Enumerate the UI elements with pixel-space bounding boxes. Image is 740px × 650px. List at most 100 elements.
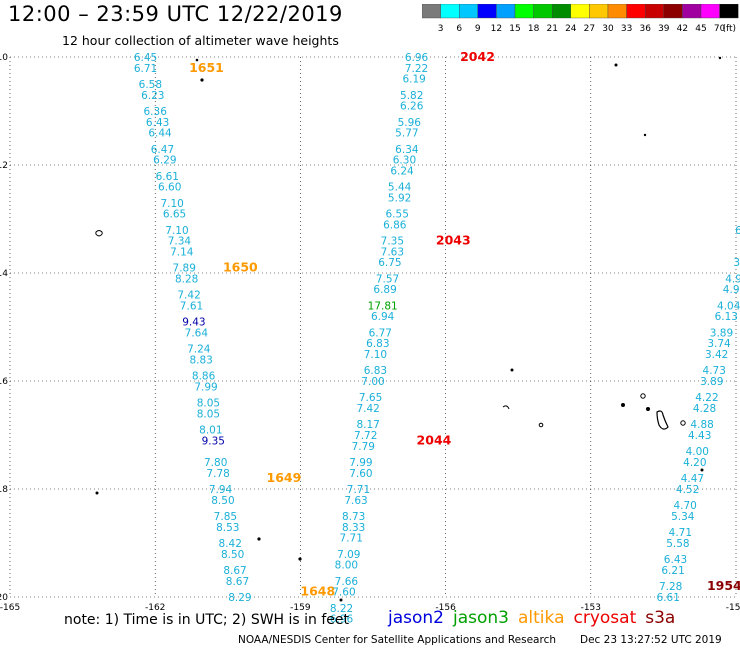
wave-height-value: 6.58 — [139, 79, 162, 91]
wave-height-value: 3.74 — [707, 338, 731, 350]
wave-height-value: 6.21 — [661, 565, 684, 577]
island-dot — [643, 133, 647, 137]
colorbar-swatch — [533, 4, 553, 19]
generation-timestamp: Dec 23 13:27:52 UTC 2019 — [580, 634, 722, 646]
wave-height-value: 8.86 — [192, 371, 216, 383]
wave-height-value: 4.9 — [723, 284, 740, 296]
wave-height-value: 8.67 — [223, 565, 246, 577]
pass-time-label: 1954 — [707, 578, 740, 593]
satellite-altika: altika — [518, 608, 565, 628]
wave-height-value: 8.28 — [175, 273, 198, 285]
wave-height-value: 6.83 — [364, 365, 387, 377]
wave-height-value: 7.42 — [356, 403, 379, 415]
wave-height-value: 6.55 — [386, 209, 409, 221]
wave-height-value: 6.71 — [134, 63, 157, 75]
island-dot — [510, 368, 514, 372]
wave-height-value: 7.65 — [359, 392, 382, 404]
colorbar-tick-label: 70 — [714, 24, 726, 34]
lon-tick-label: -165 — [0, 603, 20, 613]
pass-time-label: 1650 — [223, 260, 258, 275]
colorbar-swatch — [682, 4, 702, 19]
colorbar-swatch — [551, 4, 571, 19]
wave-height-value: 4.73 — [703, 365, 726, 377]
wave-height-value: 6.96 — [405, 52, 429, 64]
colorbar-tick-label: 33 — [621, 24, 632, 34]
island-dot — [646, 407, 650, 411]
wave-height-value: 7.63 — [381, 246, 404, 258]
colorbar-tick-label: 27 — [584, 24, 595, 34]
wave-height-value: 4.52 — [676, 484, 699, 496]
wave-height-value: 8.05 — [197, 398, 220, 410]
wave-height-value: 4.70 — [673, 500, 696, 512]
lat-tick-label: -20 — [0, 593, 8, 603]
wave-height-value: 3.89 — [700, 376, 723, 388]
lon-tick-label: -162 — [145, 603, 165, 613]
wave-height-value: 5.44 — [388, 182, 412, 194]
track-altika: 6.456.71 6.586.23 6.366.436.44 6.476.29 6.61… — [134, 52, 335, 604]
wave-height-value: 6.26 — [400, 101, 424, 113]
colorbar-swatch — [440, 4, 460, 19]
colorbar-tick-label: 36 — [639, 24, 651, 34]
wave-height-value: 6.89 — [373, 284, 396, 296]
lat-tick-label: -14 — [0, 269, 8, 279]
island-dot — [614, 63, 618, 67]
map-grid: -10 -12 -14 -16 -18 -20-165 -162 -159 -156 -153 -1… — [0, 53, 740, 613]
colorbar-swatch — [700, 4, 720, 19]
colorbar-tick-label: 30 — [602, 24, 614, 34]
colorbar-swatch — [496, 4, 516, 19]
wave-height-value: 4.00 — [686, 446, 709, 458]
colorbar-swatch — [663, 4, 683, 19]
wave-height-value: 7.72 — [354, 430, 377, 442]
colorbar-tick-label: 12 — [491, 24, 502, 34]
satellite-s3a: s3a — [645, 608, 676, 628]
wave-height-value: 8.83 — [189, 354, 212, 366]
wave-height-value: 6.36 — [144, 106, 168, 118]
wave-height-value: 6.30 — [393, 155, 416, 167]
wave-height-value: 6.60 — [158, 182, 181, 194]
wave-height-value: 6.75 — [378, 257, 401, 269]
wave-height-value: 7.94 — [209, 484, 233, 496]
wave-height-value: 8.17 — [356, 419, 379, 431]
wave-height-value: 7.10 — [165, 225, 188, 237]
wave-height-value: 7.63 — [344, 495, 367, 507]
colorbar-swatch — [477, 4, 497, 19]
wave-height-value: 7.85 — [214, 511, 237, 523]
colorbar-tick-label: 21 — [546, 24, 557, 34]
colorbar-tick-label: 6 — [456, 24, 462, 34]
wave-height-value: 7.66 — [335, 576, 359, 588]
lat-tick-label: -10 — [0, 53, 8, 63]
satellite-cryosat: cryosat — [573, 608, 637, 628]
page-subtitle: 12 hour collection of altimeter wave hei… — [62, 33, 339, 48]
satellite-jason2: jason2 — [388, 608, 444, 628]
wave-height-value: 7.57 — [376, 273, 399, 285]
altimeter-tracks: 6.456.716.586.236.366.436.446.476.296.61… — [134, 49, 740, 626]
wave-height-value: 7.64 — [185, 327, 209, 339]
wave-height-value: 5.77 — [395, 128, 418, 140]
wave-height-value: 6.65 — [163, 209, 186, 221]
wave-height-value: 3.42 — [705, 349, 728, 361]
wave-height-value: 6.23 — [141, 90, 164, 102]
wave-height-value: 7.71 — [347, 484, 370, 496]
colorbar-swatch — [607, 4, 627, 19]
wave-height-value: 17.81 — [368, 300, 398, 312]
island-dot — [680, 420, 686, 426]
colorbar-swatch — [514, 4, 534, 19]
wave-height-value: 8.50 — [221, 549, 244, 561]
wave-height-value: 8.67 — [226, 576, 249, 588]
colorbar-swatch — [589, 4, 609, 19]
wave-height-value: 8.29 — [228, 592, 251, 604]
wave-height-value: 5.92 — [388, 192, 411, 204]
wave-height-value: 7.22 — [405, 63, 428, 75]
wave-height-value: 4.88 — [690, 419, 713, 431]
wave-height-value: 4.71 — [669, 527, 692, 539]
wave-height-value: 7.60 — [349, 468, 372, 480]
colorbar-tick-label: 15 — [509, 24, 520, 34]
page-title: 12:00 – 23:59 UTC 12/22/2019 — [8, 2, 343, 26]
wave-height-value: 7.99 — [349, 457, 372, 469]
wave-height-value: 6.83 — [366, 338, 389, 350]
lon-tick-label: -156 — [435, 603, 456, 613]
wave-height-value: 6.43 — [664, 554, 687, 566]
track-s3a: 63.4.94.94.046.133.893.743.424.733.894.2… — [657, 225, 740, 604]
island-dot — [200, 78, 204, 82]
wave-height-value: 4.04 — [717, 300, 740, 312]
